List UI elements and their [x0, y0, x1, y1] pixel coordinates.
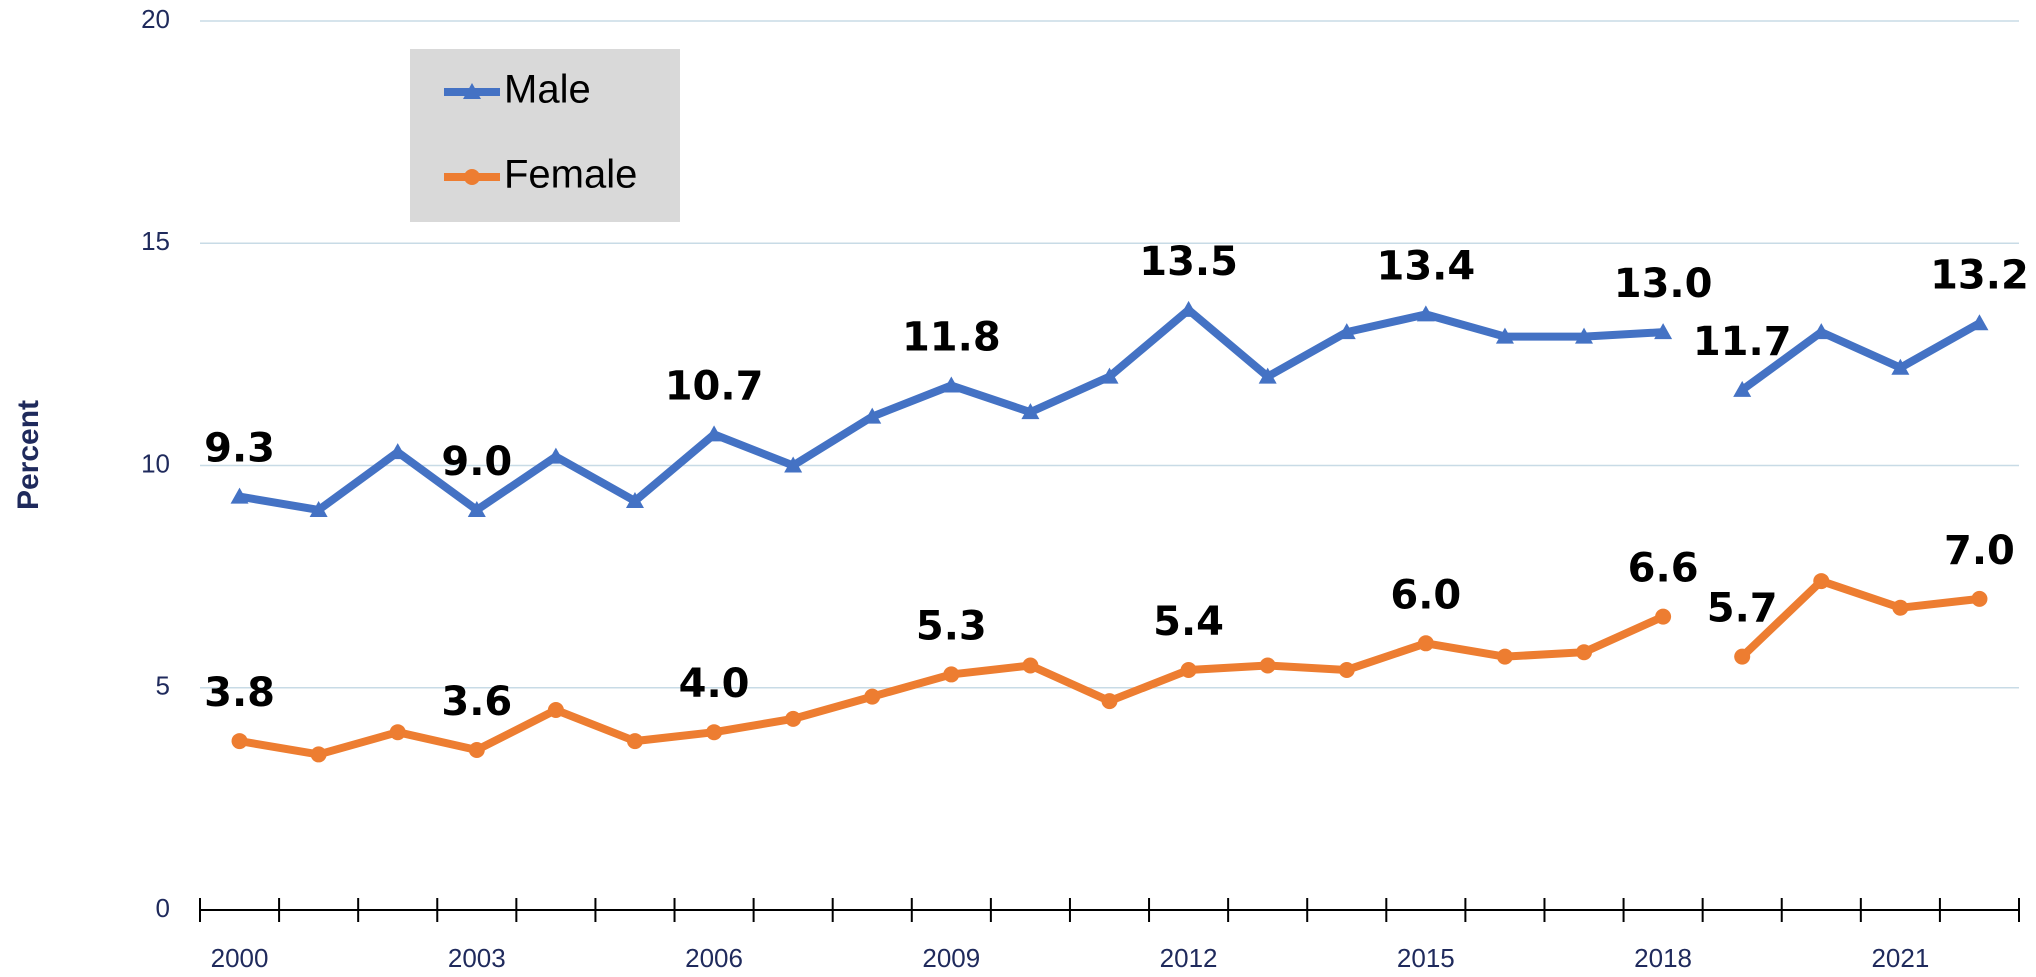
x-tick-label: 2015: [1397, 943, 1455, 973]
x-tick-label: 2012: [1160, 943, 1218, 973]
data-label: 9.0: [441, 439, 512, 485]
x-tick-label: 2003: [448, 943, 506, 973]
legend-marker: [464, 169, 480, 185]
y-axis-label: Percent: [12, 400, 45, 510]
x-tick-label: 2021: [1871, 943, 1929, 973]
marker: [1258, 367, 1277, 384]
data-label: 5.3: [916, 603, 987, 649]
data-label: 4.0: [679, 661, 750, 707]
marker: [546, 447, 565, 464]
marker: [467, 500, 486, 517]
y-tick-label: 0: [156, 893, 170, 923]
marker: [1416, 305, 1435, 322]
marker: [1179, 300, 1198, 317]
y-tick-label: 10: [141, 448, 170, 478]
y-tick-label: 20: [141, 4, 170, 34]
data-label: 11.7: [1693, 319, 1792, 365]
marker: [1337, 323, 1356, 340]
marker: [309, 500, 328, 517]
marker: [1259, 657, 1276, 674]
marker: [310, 746, 327, 763]
marker: [230, 487, 249, 504]
marker: [705, 425, 724, 442]
marker: [1575, 327, 1594, 344]
marker: [625, 492, 644, 509]
data-label: 11.8: [902, 314, 1001, 360]
data-label: 13.4: [1376, 243, 1475, 289]
legend-marker: [463, 83, 481, 99]
data-label: 5.7: [1707, 586, 1778, 632]
data-label: 13.2: [1930, 252, 2029, 298]
marker: [1655, 608, 1672, 625]
marker: [1180, 661, 1197, 678]
marker: [389, 724, 406, 741]
data-label: 13.0: [1614, 261, 1713, 307]
marker: [1022, 657, 1039, 674]
marker: [1891, 358, 1910, 375]
marker: [785, 710, 802, 727]
series-line: [1739, 319, 1982, 394]
data-label: 6.0: [1390, 572, 1461, 618]
marker: [1100, 367, 1119, 384]
marker: [468, 741, 485, 758]
marker: [1338, 661, 1355, 678]
legend-box: [410, 49, 680, 222]
marker: [864, 688, 881, 705]
marker: [1654, 323, 1673, 340]
marker: [1813, 573, 1830, 590]
data-label: 3.8: [204, 670, 275, 716]
data-label: 6.6: [1628, 546, 1699, 592]
data-label: 10.7: [665, 363, 764, 409]
marker: [1101, 693, 1118, 710]
marker: [1734, 648, 1751, 665]
data-label: 5.4: [1153, 599, 1224, 645]
x-tick-label: 2000: [211, 943, 269, 973]
marker: [547, 701, 564, 718]
marker: [626, 733, 643, 750]
marker: [706, 724, 723, 741]
x-tick-label: 2018: [1634, 943, 1692, 973]
series-line: [1739, 577, 1980, 660]
x-tick-label: 2009: [922, 943, 980, 973]
marker: [1496, 648, 1513, 665]
legend-label: Female: [504, 153, 637, 197]
marker: [1495, 327, 1514, 344]
marker: [784, 456, 803, 473]
legend-label: Male: [504, 68, 591, 112]
marker: [1892, 599, 1909, 616]
marker: [388, 443, 407, 460]
y-tick-label: 5: [156, 671, 170, 701]
marker: [1576, 644, 1593, 661]
marker: [863, 407, 882, 424]
data-label: 13.5: [1139, 239, 1238, 285]
marker: [1021, 403, 1040, 420]
data-label: 7.0: [1944, 528, 2015, 574]
marker: [1733, 380, 1752, 397]
data-label: 9.3: [204, 426, 275, 472]
marker: [1971, 590, 1988, 607]
y-tick-label: 15: [141, 226, 170, 256]
x-tick-label: 2006: [685, 943, 743, 973]
marker: [231, 733, 248, 750]
marker: [1970, 314, 1989, 331]
marker: [943, 666, 960, 683]
marker: [1417, 635, 1434, 652]
data-label: 3.6: [441, 679, 512, 725]
marker: [942, 376, 961, 393]
marker: [1812, 323, 1831, 340]
